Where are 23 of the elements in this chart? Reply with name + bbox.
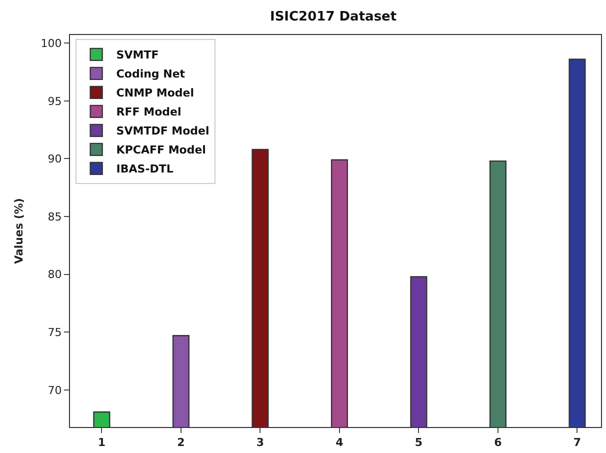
y-tick-label: 75 — [48, 326, 62, 340]
x-tick-label: 4 — [336, 436, 344, 450]
y-tick-label: 100 — [40, 36, 62, 50]
x-tick-label: 1 — [98, 436, 106, 450]
y-tick-label: 80 — [48, 268, 62, 282]
y-tick-label: 70 — [48, 384, 62, 397]
legend-label: IBAS-DTL — [116, 162, 174, 176]
legend-label: RFF Model — [116, 106, 182, 119]
y-tick-label: 85 — [48, 210, 62, 224]
legend-label: Coding Net — [116, 68, 186, 81]
legend-label: CNMP Model — [116, 86, 194, 100]
x-tick-label: 2 — [177, 436, 185, 450]
legend-label: SVMTF — [116, 48, 159, 62]
y-tick-label: 95 — [48, 94, 62, 108]
y-axis-title: Values (%) — [12, 198, 26, 264]
x-tick-label: 3 — [256, 436, 264, 450]
legend-label: KPCAFF Model — [116, 144, 206, 157]
x-tick-label: 5 — [414, 436, 423, 450]
legend-label: SVMTDF Model — [116, 124, 210, 138]
y-tick-label: 90 — [48, 152, 62, 166]
x-tick-label: 7 — [573, 436, 582, 450]
x-tick-label: 6 — [494, 436, 502, 450]
chart-title: ISIC2017 Dataset — [270, 9, 397, 24]
